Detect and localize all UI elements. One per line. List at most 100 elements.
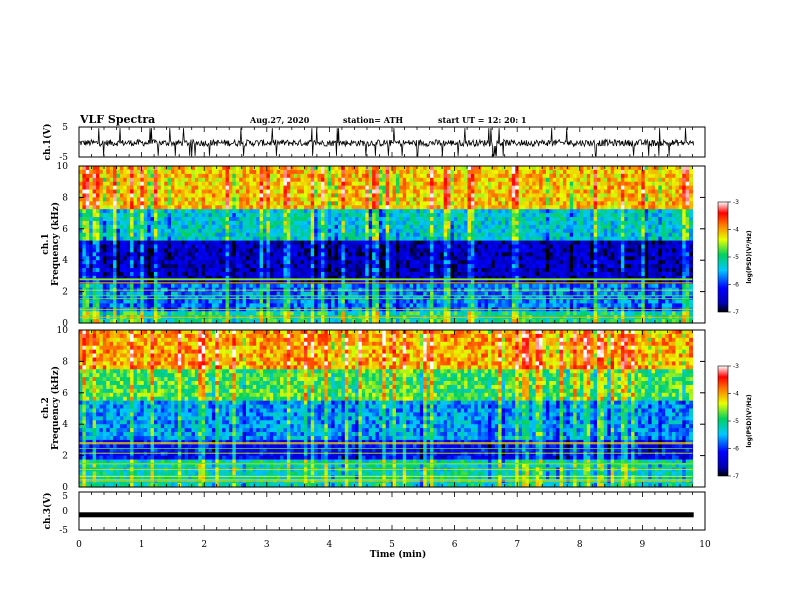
spectrogram-cell (324, 193, 329, 198)
spectrogram-cell (399, 240, 404, 246)
spectrogram-cell (416, 268, 421, 273)
spectrogram-cell (317, 236, 322, 242)
spectrogram-cell (222, 220, 227, 226)
spectrogram-cell (314, 260, 319, 265)
spectrogram-cell (232, 201, 237, 206)
spectrogram-cell (79, 169, 84, 175)
spectrogram-cell (389, 295, 394, 301)
spectrogram-cell (317, 224, 322, 230)
spectrogram-cell (375, 236, 380, 242)
spectrogram-cell (92, 275, 97, 281)
spectrogram-cell (201, 291, 206, 297)
spectrogram-cell (208, 311, 213, 316)
spectrogram-cell (184, 220, 189, 226)
spectrogram-cell (232, 220, 237, 226)
spectrogram-cell (348, 264, 353, 269)
spectrogram-cell (79, 201, 84, 206)
spectrogram-cell (79, 232, 84, 238)
spectrogram-cell (487, 217, 492, 222)
spectrogram-cell (109, 228, 114, 234)
spectrogram-cell (252, 319, 257, 324)
spectrogram-cell (498, 173, 503, 179)
spectrogram-cell (113, 240, 118, 246)
spectrogram-cell (341, 244, 346, 250)
spectrogram-cell (266, 260, 271, 265)
spectrogram-cell (389, 181, 394, 187)
spectrogram-cell (215, 236, 220, 242)
spectrogram-cell (177, 248, 182, 253)
spectrogram-cell (136, 228, 141, 234)
spectrogram-cell (273, 209, 278, 214)
spectrogram-cell (491, 264, 496, 269)
spectrogram-cell (211, 217, 216, 222)
spectrogram-cell (160, 205, 165, 210)
spectrogram-cell (440, 279, 445, 285)
spectrogram-cell (205, 209, 210, 214)
spectrogram-cell (487, 260, 492, 265)
spectrogram-cell (188, 283, 193, 289)
spectrogram-cell (368, 224, 373, 230)
spectrogram-cell (126, 279, 131, 285)
spectrogram-cell (143, 236, 148, 242)
spectrogram-cell (249, 268, 254, 273)
spectrogram-cell (372, 173, 377, 179)
spectrogram-cell (215, 220, 220, 226)
spectrogram-cell (307, 260, 312, 265)
spectrogram-cell (324, 169, 329, 175)
spectrogram-cell (443, 236, 448, 242)
spectrogram-cell (453, 271, 458, 277)
spectrogram-cell (215, 193, 220, 198)
spectrogram-cell (382, 248, 387, 253)
spectrogram-cell (392, 295, 397, 301)
spectrogram-cell (470, 201, 475, 206)
spectrogram-cell (228, 201, 233, 206)
spectrogram-cell (453, 189, 458, 195)
spectrogram-cell (392, 275, 397, 281)
spectrogram-cell (184, 299, 189, 304)
spectrogram-cell (358, 264, 363, 269)
spectrogram-cell (314, 205, 319, 210)
spectrogram-cell (119, 181, 124, 187)
spectrogram-cell (184, 256, 189, 261)
spectrogram-cell (419, 291, 424, 297)
spectrogram-cell (310, 244, 315, 250)
spectrogram-cell (259, 240, 264, 246)
spectrogram-cell (222, 303, 227, 308)
spectrogram-cell (123, 181, 128, 187)
spectrogram-cell (375, 177, 380, 183)
spectrogram-cell (474, 177, 479, 183)
spectrogram-cell (358, 311, 363, 316)
spectrogram-cell (297, 185, 302, 191)
spectrogram-cell (160, 185, 165, 191)
spectrogram-cell (477, 193, 482, 198)
spectrogram-cell (140, 169, 145, 175)
spectrogram-cell (242, 228, 247, 234)
spectrogram-cell (464, 256, 469, 261)
spectrogram-cell (92, 291, 97, 297)
spectrogram-cell (423, 264, 428, 269)
spectrogram-cell (460, 228, 465, 234)
spectrogram-cell (464, 228, 469, 234)
spectrogram-cell (201, 275, 206, 281)
spectrogram-cell (92, 236, 97, 242)
spectrogram-cell (177, 228, 182, 234)
spectrogram-cell (375, 268, 380, 273)
spectrogram-cell (327, 268, 332, 273)
spectrogram-cell (416, 169, 421, 175)
spectrogram-cell (116, 169, 121, 175)
spectrogram-cell (368, 169, 373, 175)
spectrogram-cell (365, 232, 370, 238)
spectrogram-cell (348, 181, 353, 187)
spectrogram-cell (324, 181, 329, 187)
spectrogram-cell (211, 185, 216, 191)
spectrogram-cell (327, 173, 332, 179)
spectrogram-cell (133, 169, 138, 175)
spectrogram-cell (375, 319, 380, 324)
spectrogram-cell (99, 291, 104, 297)
spectrogram-cell (481, 319, 486, 324)
spectrogram-cell (430, 291, 435, 297)
spectrogram-cell (222, 213, 227, 218)
spectrogram-cell (123, 220, 128, 226)
spectrogram-cell (453, 224, 458, 230)
spectrogram-cell (375, 224, 380, 230)
